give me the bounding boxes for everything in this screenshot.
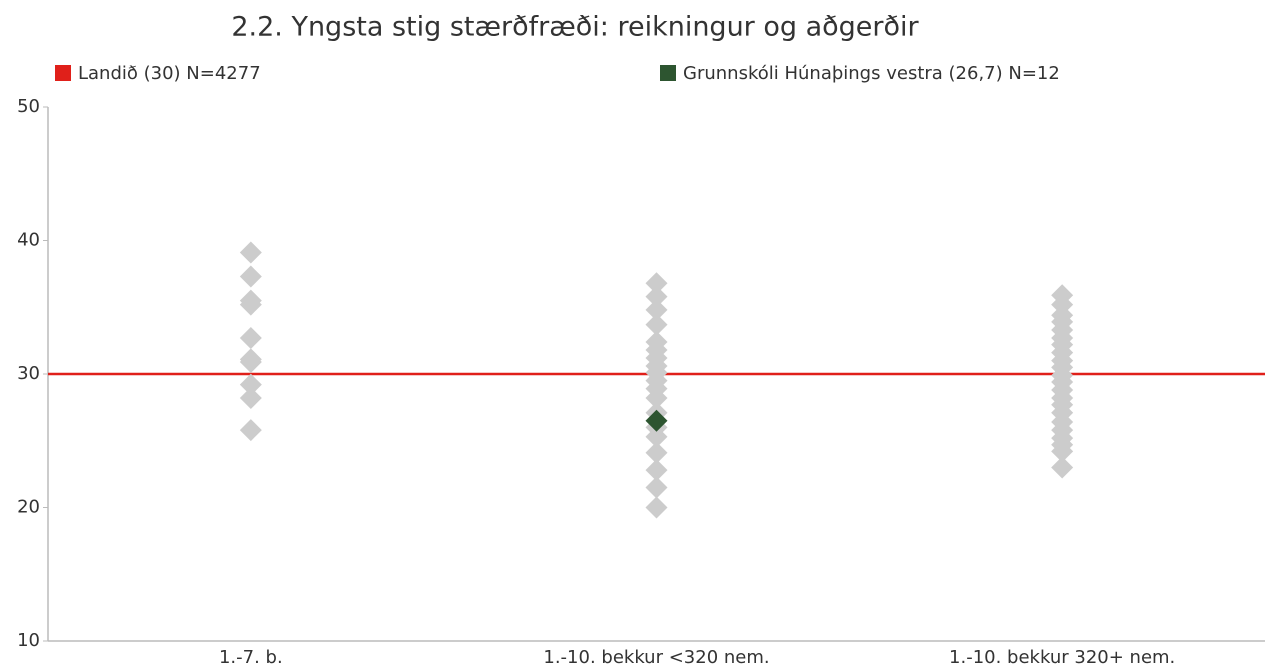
point bbox=[239, 293, 262, 316]
point bbox=[645, 496, 668, 519]
x-tick-label: 1.-7. b. bbox=[219, 647, 283, 668]
y-tick-label: 50 bbox=[17, 96, 40, 117]
point bbox=[645, 476, 668, 499]
point bbox=[645, 459, 668, 482]
y-tick-label: 20 bbox=[17, 497, 40, 518]
legend-label: Landið (30) N=4277 bbox=[78, 63, 261, 84]
chart-title: 2.2. Yngsta stig stærðfræði: reikningur … bbox=[231, 12, 919, 43]
y-tick-label: 10 bbox=[17, 630, 40, 651]
point bbox=[645, 409, 668, 432]
point bbox=[239, 265, 262, 288]
legend-swatch bbox=[660, 65, 676, 81]
point bbox=[645, 441, 668, 464]
point bbox=[645, 298, 668, 321]
point bbox=[239, 387, 262, 410]
point bbox=[645, 272, 668, 295]
point bbox=[645, 285, 668, 308]
point bbox=[645, 313, 668, 336]
point bbox=[239, 326, 262, 349]
y-tick-label: 30 bbox=[17, 363, 40, 384]
point bbox=[239, 241, 262, 264]
legend-swatch bbox=[55, 65, 71, 81]
point bbox=[239, 419, 262, 442]
point bbox=[1051, 456, 1074, 479]
point bbox=[645, 425, 668, 448]
x-tick-label: 1.-10. bekkur <320 nem. bbox=[543, 647, 769, 668]
point bbox=[239, 373, 262, 396]
y-tick-label: 40 bbox=[17, 230, 40, 251]
point bbox=[1051, 440, 1074, 463]
x-tick-label: 1.-10. bekkur 320+ nem. bbox=[949, 647, 1175, 668]
legend-label: Grunnskóli Húnaþings vestra (26,7) N=12 bbox=[683, 63, 1060, 84]
point bbox=[645, 387, 668, 410]
point bbox=[239, 350, 262, 373]
